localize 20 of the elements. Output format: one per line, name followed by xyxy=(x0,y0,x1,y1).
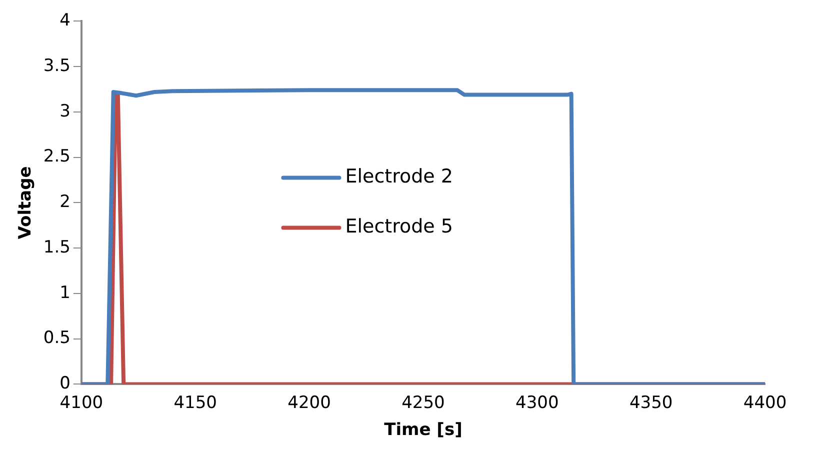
y-tick-label: 3.5 xyxy=(43,56,70,76)
x-tick-label: 4100 xyxy=(60,392,104,413)
y-tick-label: 4 xyxy=(60,10,70,31)
x-tick-label: 4400 xyxy=(743,392,787,413)
y-tick-label: 3 xyxy=(60,101,70,122)
y-tick-label: 2 xyxy=(60,192,70,212)
legend-label: Electrode 2 xyxy=(345,166,453,188)
y-tick-label: 1 xyxy=(60,282,70,303)
y-tick-label: 2.5 xyxy=(43,146,70,167)
legend-label: Electrode 5 xyxy=(345,216,453,238)
x-tick-label: 4300 xyxy=(516,392,559,413)
y-tick-label: 0 xyxy=(60,374,70,394)
x-tick-label: 4150 xyxy=(174,392,217,413)
x-axis-title: Time [s] xyxy=(384,420,462,440)
y-tick-label: 0.5 xyxy=(43,328,70,348)
y-tick-label: 1.5 xyxy=(43,237,70,258)
y-axis-title: Voltage xyxy=(16,166,36,240)
x-tick-label: 4350 xyxy=(629,392,673,413)
x-tick-label: 4250 xyxy=(402,392,445,413)
x-tick-label: 4200 xyxy=(288,392,331,413)
